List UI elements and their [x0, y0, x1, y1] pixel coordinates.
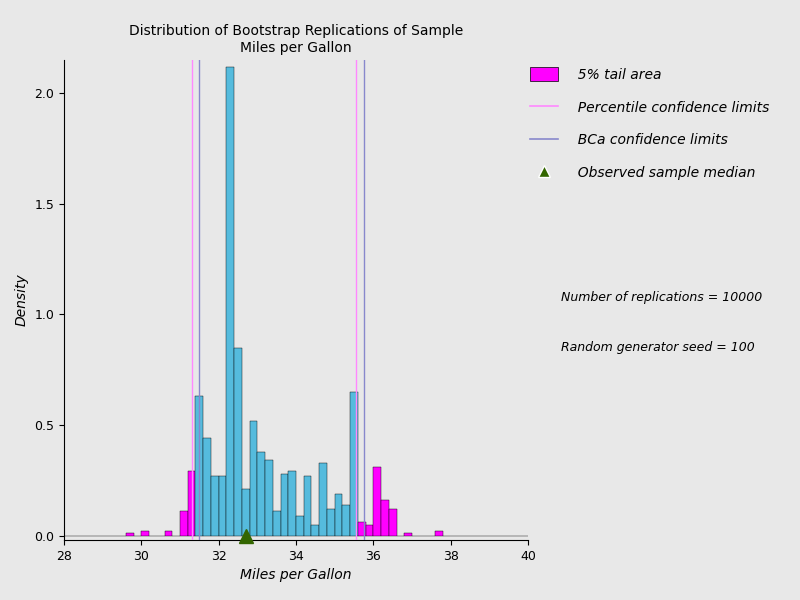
Bar [358, 523, 366, 536]
Bar [304, 476, 311, 536]
Bar [435, 531, 443, 536]
Bar [234, 347, 242, 536]
Bar [218, 476, 226, 536]
Bar [366, 524, 374, 536]
Bar [350, 392, 358, 536]
Bar [142, 531, 149, 536]
Bar [165, 531, 172, 536]
Bar [265, 460, 273, 536]
Bar [381, 500, 389, 536]
Title: Distribution of Bootstrap Replications of Sample
Miles per Gallon: Distribution of Bootstrap Replications o… [129, 25, 463, 55]
Bar [126, 533, 134, 536]
Bar [211, 476, 218, 536]
Bar [242, 489, 250, 536]
Bar [226, 67, 234, 536]
Bar [195, 396, 203, 536]
Y-axis label: Density: Density [14, 274, 29, 326]
Bar [250, 421, 258, 536]
Bar [288, 472, 296, 536]
Bar [319, 463, 327, 536]
Bar [311, 524, 319, 536]
Bar [188, 472, 195, 536]
Bar [404, 533, 412, 536]
Bar [273, 511, 281, 536]
Bar [374, 467, 381, 536]
Bar [203, 438, 211, 536]
Bar [327, 509, 334, 536]
Bar [334, 494, 342, 536]
Bar [342, 505, 350, 536]
Bar [281, 473, 288, 536]
Bar [296, 515, 304, 536]
Legend:   5% tail area,   Percentile confidence limits,   BCa confidence limits,   Obser: 5% tail area, Percentile confidence limi… [530, 67, 770, 181]
Text: Number of replications = 10000: Number of replications = 10000 [549, 291, 762, 304]
X-axis label: Miles per Gallon: Miles per Gallon [240, 568, 352, 582]
Bar [180, 511, 188, 536]
Bar [389, 509, 397, 536]
Bar [258, 452, 265, 536]
Text: Random generator seed = 100: Random generator seed = 100 [549, 340, 754, 353]
